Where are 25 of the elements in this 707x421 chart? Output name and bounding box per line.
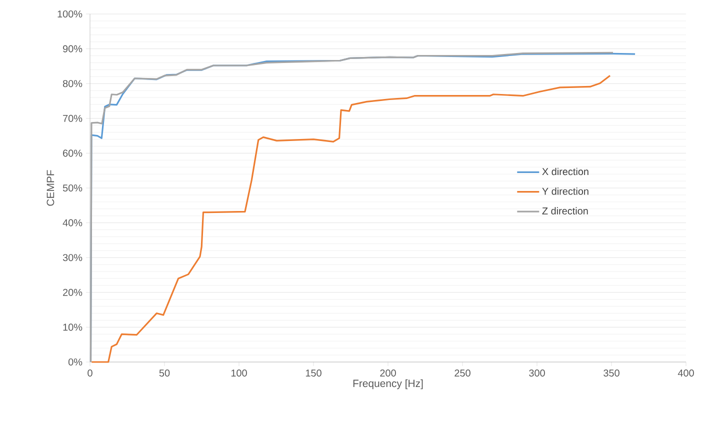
x-tick-label: 150 [306,370,322,377]
y-tick-label: 0% [68,358,82,366]
y-tick-label: 100% [58,10,82,18]
x-tick-label: 400 [678,370,694,377]
y-tick-label: 70% [63,114,82,122]
y-tick-label: 40% [62,219,82,226]
y-tick-label: 10% [63,324,82,331]
y-tick-label: 50% [62,184,82,192]
legend-label: X direction [542,168,588,176]
y-axis-title: CEMPF [46,170,54,206]
x-axis-title: Frequency [Hz] [353,379,423,390]
legend-label: Z direction [542,207,588,214]
x-tick-label: 100 [231,370,247,377]
x-tick-label: 50 [159,370,170,377]
x-tick-label: 350 [604,370,620,377]
x-tick-label: 0 [88,370,92,377]
legend-label: Y direction [542,187,588,195]
y-tick-label: 60% [63,150,82,157]
x-tick-label: 200 [380,370,396,377]
y-tick-label: 30% [62,254,82,262]
x-tick-label: 300 [529,370,545,377]
y-tick-label: 90% [63,45,82,52]
y-tick-label: 20% [63,288,82,296]
y-tick-label: 80% [62,80,82,88]
x-tick-label: 250 [454,370,470,377]
